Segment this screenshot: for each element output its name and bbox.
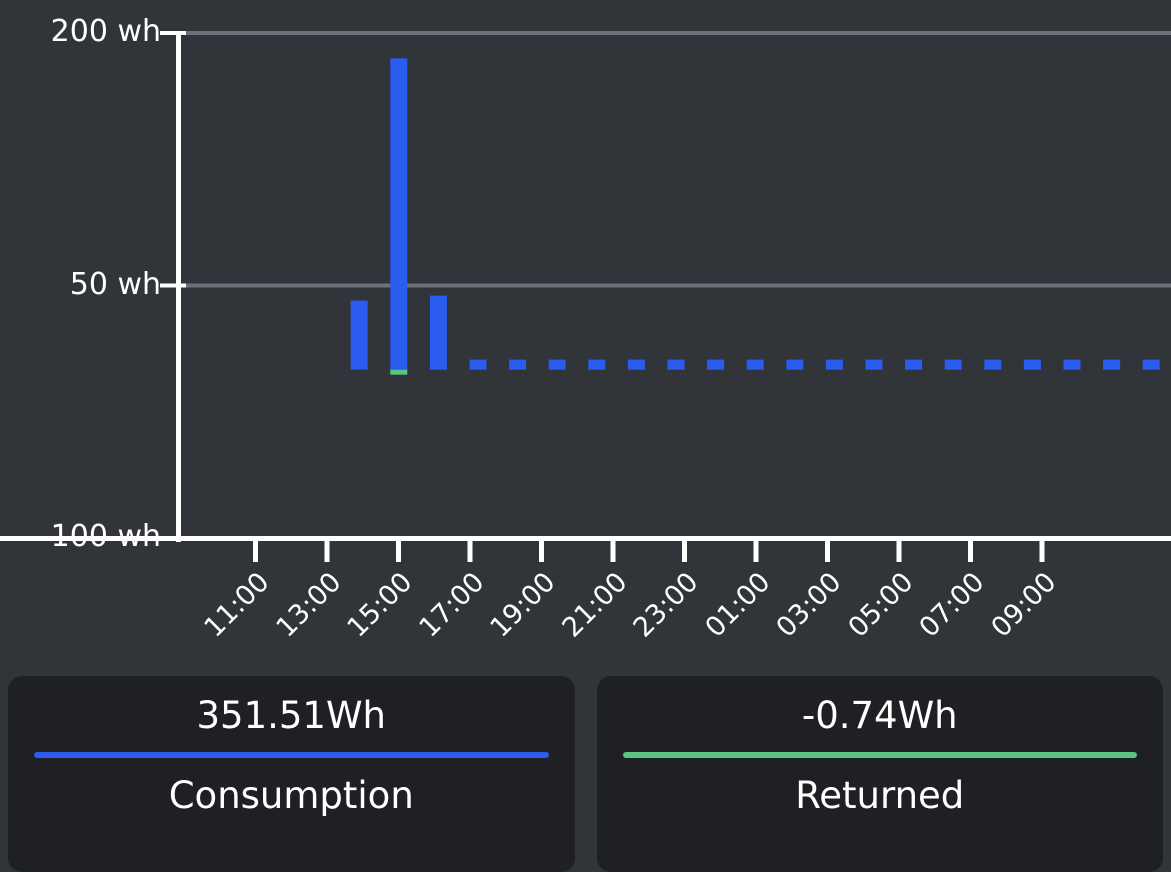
bar-consumption: [1103, 359, 1121, 370]
bar-consumption: [786, 359, 804, 370]
bar-consumption: [746, 359, 764, 370]
bar-consumption: [667, 359, 685, 370]
bar-consumption: [1142, 359, 1160, 370]
legend-value-consumption: 351.51Wh: [196, 694, 387, 737]
legend-color-bar-returned: [622, 752, 1137, 758]
x-tick: [539, 540, 544, 562]
bar-consumption: [707, 359, 725, 370]
bar-consumption: [469, 359, 487, 370]
x-tick: [968, 540, 973, 562]
x-tick: [396, 540, 401, 562]
x-tick: [825, 540, 830, 562]
bar-consumption: [825, 359, 843, 370]
bar-consumption: [1023, 359, 1041, 370]
legend-row: 351.51Wh Consumption -0.74Wh Returned: [0, 676, 1171, 872]
legend-card-returned[interactable]: -0.74Wh Returned: [596, 676, 1163, 872]
y-tick-50: [160, 283, 186, 288]
gridline: [181, 31, 1171, 35]
x-tick: [896, 540, 902, 562]
bar-consumption: [548, 359, 566, 370]
legend-color-bar-consumption: [34, 752, 549, 758]
legend-label-returned: Returned: [795, 774, 965, 817]
x-tick: [324, 540, 330, 562]
gridline: [181, 283, 1171, 288]
bar-consumption: [865, 359, 883, 370]
x-tick: [253, 540, 258, 562]
bar-consumption: [390, 58, 408, 370]
chart-plot-svg: [0, 31, 1171, 562]
x-tick: [610, 540, 616, 562]
legend-card-consumption[interactable]: 351.51Wh Consumption: [8, 676, 575, 872]
bar-consumption: [588, 359, 606, 370]
x-axis-line: [0, 536, 1171, 541]
y-axis-tick-label: 200 wh: [50, 14, 161, 49]
legend-label-consumption: Consumption: [168, 774, 414, 817]
bar-consumption: [509, 359, 527, 370]
x-tick: [753, 540, 759, 562]
x-tick: [1039, 540, 1045, 562]
y-axis-tick-label: 50 wh: [69, 266, 161, 302]
x-tick: [682, 540, 687, 562]
bar-returned: [390, 369, 408, 375]
y-axis-tick-label: -100 wh: [39, 519, 161, 554]
legend-value-returned: -0.74Wh: [801, 694, 958, 737]
bar-consumption: [905, 359, 923, 370]
energy-bar-chart[interactable]: 200 wh 50 wh -100 wh 11:00 13:00 15:00 17:00 1…: [0, 0, 1171, 672]
bar-consumption: [429, 295, 447, 370]
y-tick-200: [160, 31, 186, 35]
bar-consumption: [627, 359, 645, 370]
bar-consumption: [350, 300, 368, 370]
x-tick: [467, 540, 473, 562]
bar-consumption: [944, 359, 962, 370]
bar-consumption: [1063, 359, 1081, 370]
bar-consumption: [984, 359, 1002, 370]
